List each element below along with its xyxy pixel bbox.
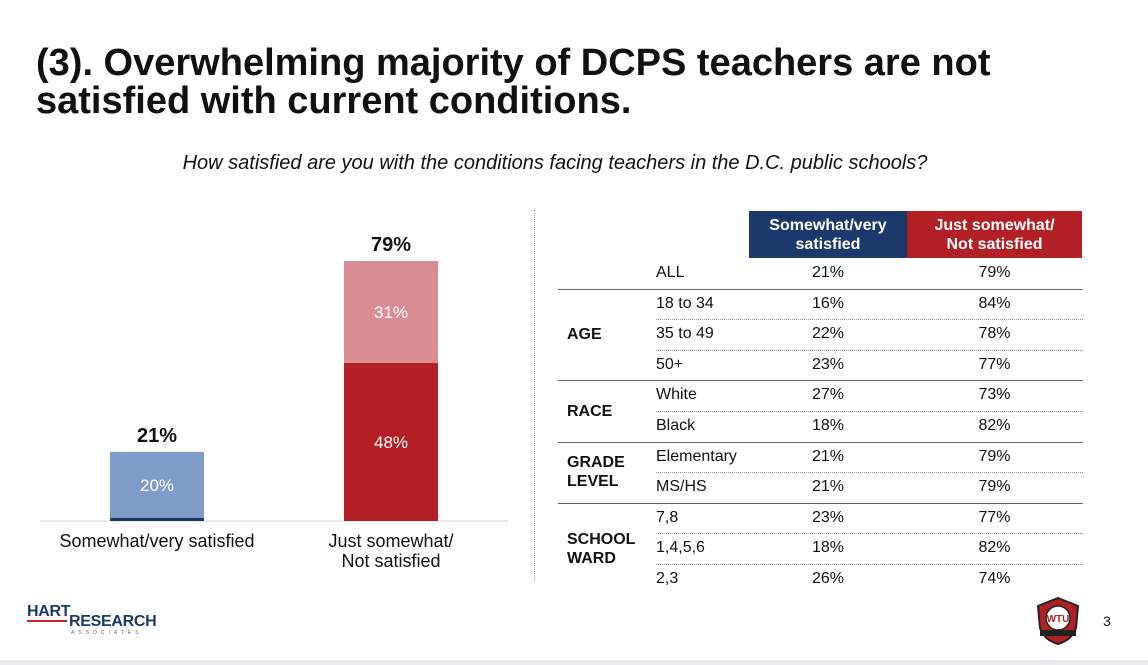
cell-satisfied: 23% xyxy=(811,508,845,526)
logo-research-text: RESEARCH xyxy=(69,613,157,630)
cell-satisfied: 21% xyxy=(811,447,845,465)
row-label: MS/HS xyxy=(656,478,707,496)
row-separator xyxy=(656,564,1083,565)
table-row: 2,3 26% 74% xyxy=(558,564,1083,594)
row-label: 7,8 xyxy=(656,508,679,526)
group-label: AGE xyxy=(567,326,602,343)
cell-not-satisfied: 79% xyxy=(978,264,1011,281)
table-row: 35 to 49 22% 78% xyxy=(558,319,1083,349)
cell-not-satisfied: 77% xyxy=(978,508,1011,526)
group-label: GRADE LEVEL xyxy=(567,454,625,491)
chart-question: How satisfied are you with the condition… xyxy=(182,152,928,174)
table-row: 50+ 23% 77% xyxy=(558,350,1083,380)
wtu-shield-icon: WTU xyxy=(1036,596,1080,646)
table-row: 18 to 34 16% 84% xyxy=(558,289,1083,319)
category-label: Somewhat/very satisfied xyxy=(59,531,254,551)
cell-not-satisfied: 79% xyxy=(978,447,1011,465)
segment-label: 48% xyxy=(374,433,408,452)
cell-satisfied: 18% xyxy=(811,539,845,557)
hart-research-logo: HART RESEARCH ASSOCIATES xyxy=(27,603,157,636)
group-label: RACE xyxy=(567,402,613,420)
header-not-satisfied: Just somewhat/Not satisfied xyxy=(907,211,1082,258)
row-label: 50+ xyxy=(656,355,684,373)
group-separator xyxy=(558,441,1083,443)
cell-not-satisfied: 78% xyxy=(978,325,1011,343)
cell-not-satisfied: 77% xyxy=(978,355,1011,373)
stacked-bar-chart: 20% 21% Somewhat/very satisfied 48% 31% 79% Ju… xyxy=(40,234,508,571)
cell-satisfied: 21% xyxy=(811,264,845,281)
category-label: Not satisfied xyxy=(341,551,440,571)
bar-segment xyxy=(344,363,438,521)
bar-segment xyxy=(110,451,204,518)
bar-segment xyxy=(110,517,204,521)
table-row: MS/HS 21% 79% xyxy=(558,472,1083,502)
table-row: ALL 21% 79% xyxy=(558,258,1083,288)
group-separator xyxy=(558,502,1083,504)
row-label: 18 to 34 xyxy=(656,294,714,312)
logo-red-bar xyxy=(27,620,67,622)
row-label: White xyxy=(656,386,697,404)
row-separator xyxy=(656,411,1083,412)
row-label: 2,3 xyxy=(656,570,679,587)
group-separator xyxy=(558,380,1083,382)
segment-label: 20% xyxy=(140,476,174,495)
total-label: 21% xyxy=(137,425,177,447)
row-label: Black xyxy=(656,417,696,434)
group-label: SCHOOL WARD xyxy=(567,530,636,567)
total-label: 79% xyxy=(371,234,411,256)
cell-satisfied: 23% xyxy=(811,355,845,373)
page-title: (3). Overwhelming majority of DCPS teach… xyxy=(36,42,991,122)
table-row: 7,8 23% 77% xyxy=(558,503,1083,533)
cell-satisfied: 26% xyxy=(811,570,845,587)
cell-satisfied: 27% xyxy=(811,386,845,404)
cell-not-satisfied: 74% xyxy=(978,570,1011,587)
cell-not-satisfied: 82% xyxy=(978,417,1011,434)
cell-satisfied: 16% xyxy=(811,294,845,312)
table-row: White 27% 73% xyxy=(558,380,1083,410)
row-label: Elementary xyxy=(656,447,737,465)
row-separator xyxy=(656,472,1083,474)
logo-hart-text: HART xyxy=(27,603,71,620)
cell-satisfied: 21% xyxy=(811,478,845,496)
row-separator xyxy=(656,319,1083,321)
group-separator xyxy=(558,288,1083,290)
svg-text:WTU: WTU xyxy=(1047,614,1070,625)
cell-not-satisfied: 79% xyxy=(978,478,1011,496)
table-row: 1,4,5,6 18% 82% xyxy=(558,533,1083,563)
row-label: 35 to 49 xyxy=(656,325,714,343)
table-row: Elementary 21% 79% xyxy=(558,442,1083,472)
cell-not-satisfied: 84% xyxy=(978,294,1011,312)
dotted-divider xyxy=(534,210,535,580)
category-label: Just somewhat/ xyxy=(328,531,453,551)
header-satisfied: Somewhat/very satisfied xyxy=(749,211,907,258)
row-separator xyxy=(656,533,1083,535)
table-row: Black 18% 82% xyxy=(558,411,1083,441)
bottom-rule xyxy=(0,660,1148,665)
row-label: ALL xyxy=(656,264,685,281)
cell-satisfied: 22% xyxy=(811,325,845,343)
segment-label: 31% xyxy=(374,303,408,322)
bar-segment xyxy=(344,261,438,364)
cell-satisfied: 18% xyxy=(811,417,845,434)
page-number: 3 xyxy=(1103,613,1111,629)
row-label: 1,4,5,6 xyxy=(656,539,705,557)
logo-associates-text: ASSOCIATES xyxy=(71,630,143,636)
row-separator xyxy=(656,349,1083,351)
cell-not-satisfied: 82% xyxy=(978,539,1011,557)
cell-not-satisfied: 73% xyxy=(978,386,1011,404)
